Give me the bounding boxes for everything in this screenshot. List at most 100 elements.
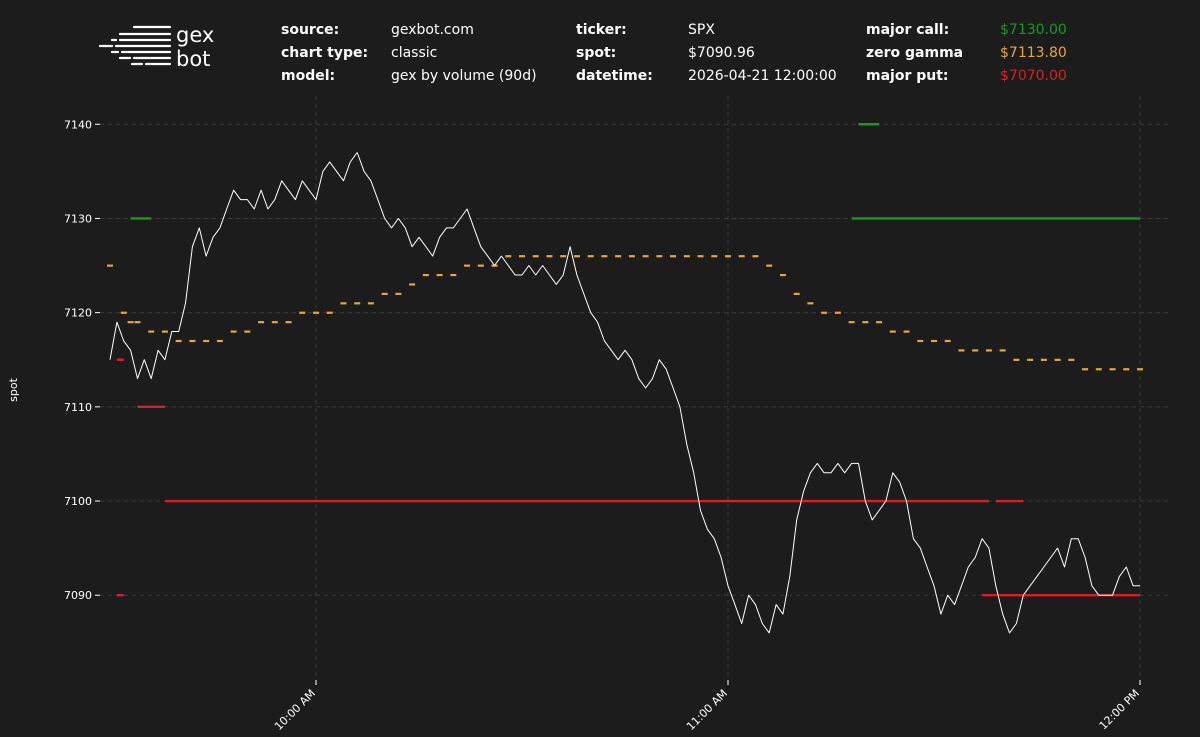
zero-gamma-point bbox=[505, 255, 512, 258]
major-put-value: $7070.00 bbox=[1000, 68, 1067, 84]
zero-gamma-point bbox=[409, 283, 416, 286]
zero-gamma-point bbox=[560, 255, 567, 258]
level-segments bbox=[116, 123, 1140, 597]
y-tick-label: 7110 bbox=[64, 401, 92, 414]
zero-gamma-point bbox=[999, 349, 1006, 352]
zero-gamma-point bbox=[1095, 368, 1102, 371]
zero-gamma-point bbox=[876, 321, 883, 324]
zero-gamma-point bbox=[1040, 358, 1047, 361]
zero-gamma-point bbox=[271, 321, 278, 324]
zero-gamma-point bbox=[573, 255, 580, 258]
model-value: gex by volume (90d) bbox=[391, 68, 537, 84]
zero-gamma-point bbox=[1013, 358, 1020, 361]
zero-gamma-point bbox=[711, 255, 718, 258]
zero-gamma-point bbox=[546, 255, 553, 258]
source-label: source: bbox=[281, 22, 340, 38]
zero-gamma-point bbox=[903, 330, 910, 333]
zero-gamma-point bbox=[381, 292, 388, 296]
zero-gamma-point bbox=[738, 255, 745, 258]
zero-gamma-point bbox=[1137, 368, 1143, 371]
major-call-value: $7130.00 bbox=[1000, 22, 1067, 38]
zero-gamma-point bbox=[175, 339, 182, 343]
zero-gamma-point bbox=[285, 321, 292, 324]
zero-gamma-point bbox=[313, 311, 319, 314]
x-tick-label: 12:00 PM bbox=[1097, 687, 1142, 732]
spot-label: spot: bbox=[576, 45, 617, 61]
zero-gamma-point bbox=[972, 349, 979, 352]
y-tick-label: 7130 bbox=[64, 212, 92, 225]
datetime-value: 2026-04-21 12:00:00 bbox=[688, 68, 837, 84]
zero-gamma-point bbox=[464, 264, 471, 267]
y-tick-label: 7090 bbox=[64, 589, 92, 602]
zero-gamma-point bbox=[821, 311, 828, 314]
zero-gamma-point bbox=[807, 302, 814, 305]
zero-gamma-point bbox=[985, 349, 992, 352]
zero-gamma-point bbox=[766, 264, 773, 267]
zero-gamma-point bbox=[834, 311, 841, 314]
zero-gamma-point bbox=[326, 311, 333, 314]
zero-gamma-point bbox=[683, 255, 690, 258]
zero-gamma-point bbox=[862, 321, 869, 324]
zero-gamma-point bbox=[1027, 358, 1034, 361]
y-tick-label: 7100 bbox=[64, 495, 92, 508]
zero-gamma-point bbox=[244, 330, 251, 333]
gexbot-logo: gex bot bbox=[98, 23, 214, 71]
zero-gamma-point bbox=[161, 330, 168, 333]
zero-gamma-point bbox=[793, 292, 800, 296]
zero-gamma-dots bbox=[107, 255, 1143, 371]
grid bbox=[100, 96, 1170, 680]
zero-gamma-value: $7113.80 bbox=[1000, 45, 1067, 61]
zero-gamma-point bbox=[752, 255, 759, 258]
datetime-label: datetime: bbox=[576, 68, 653, 84]
zero-gamma-point bbox=[848, 321, 855, 324]
zero-gamma-point bbox=[354, 302, 361, 305]
zero-gamma-point bbox=[601, 255, 608, 258]
zero-gamma-point bbox=[697, 255, 704, 258]
zero-gamma-point bbox=[944, 339, 951, 343]
x-tick-label: 11:00 AM bbox=[684, 687, 730, 733]
zero-gamma-label: zero gamma bbox=[866, 45, 964, 61]
zero-gamma-point bbox=[1109, 368, 1116, 371]
chart-type-label: chart type: bbox=[281, 45, 369, 61]
zero-gamma-point bbox=[779, 273, 786, 277]
zero-gamma-point bbox=[127, 321, 134, 324]
zero-gamma-point bbox=[519, 255, 525, 258]
zero-gamma-point bbox=[931, 339, 937, 343]
zero-gamma-point bbox=[615, 255, 622, 258]
x-tick-label: 10:00 AM bbox=[272, 687, 318, 733]
zero-gamma-point bbox=[656, 255, 663, 258]
zero-gamma-point bbox=[670, 255, 677, 258]
ticker-label: ticker: bbox=[576, 22, 627, 38]
spot-line bbox=[109, 152, 1140, 634]
source-value: gexbot.com bbox=[391, 22, 474, 38]
zero-gamma-point bbox=[1082, 368, 1089, 371]
logo-text-bot: bot bbox=[176, 47, 210, 71]
model-label: model: bbox=[281, 68, 336, 84]
zero-gamma-point bbox=[450, 273, 457, 277]
spot-value: $7090.96 bbox=[688, 45, 755, 61]
zero-gamma-point bbox=[917, 339, 924, 343]
zero-gamma-point bbox=[532, 255, 539, 258]
zero-gamma-point bbox=[628, 255, 635, 258]
y-tick-label: 7140 bbox=[64, 118, 92, 131]
logo-text-gex: gex bbox=[176, 23, 214, 47]
zero-gamma-point bbox=[587, 255, 594, 258]
zero-gamma-point bbox=[422, 273, 429, 277]
y-axis-title: spot bbox=[7, 377, 20, 401]
major-call-label: major call: bbox=[866, 22, 950, 38]
zero-gamma-point bbox=[258, 321, 265, 324]
zero-gamma-point bbox=[395, 292, 402, 296]
zero-gamma-point bbox=[189, 339, 196, 343]
zero-gamma-point bbox=[367, 302, 374, 305]
zero-gamma-point bbox=[477, 264, 484, 267]
major-put-label: major put: bbox=[866, 68, 949, 84]
zero-gamma-point bbox=[436, 273, 443, 277]
zero-gamma-point bbox=[299, 311, 306, 314]
spot-line-layer bbox=[109, 152, 1140, 634]
zero-gamma-point bbox=[340, 302, 347, 305]
ticker-value: SPX bbox=[688, 22, 715, 38]
zero-gamma-point bbox=[889, 330, 896, 333]
zero-gamma-point bbox=[1068, 358, 1075, 361]
zero-gamma-point bbox=[134, 321, 141, 324]
